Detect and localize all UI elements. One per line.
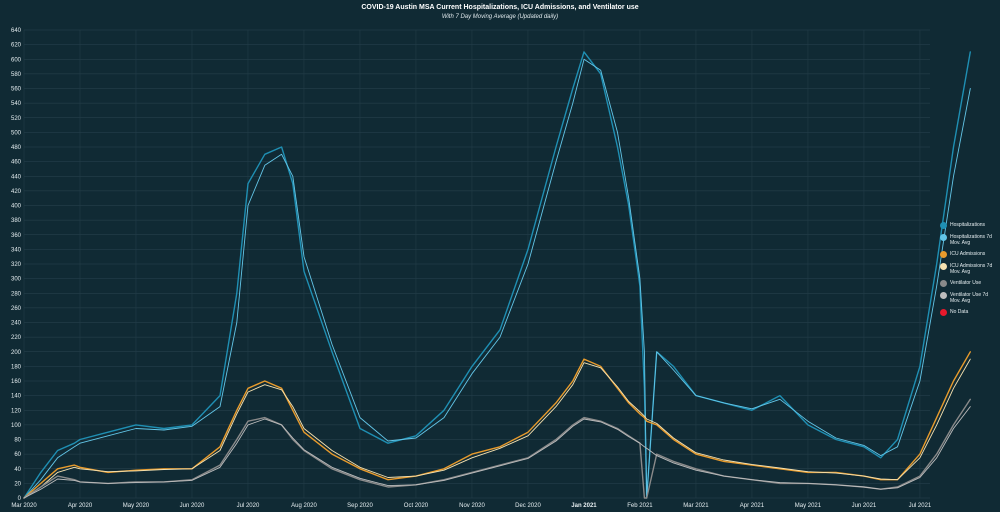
- y-tick-label: 360: [11, 233, 22, 239]
- x-tick-label: Jun 2021: [852, 503, 877, 509]
- legend-swatch: [940, 263, 947, 270]
- x-tick-label: Apr 2021: [740, 503, 765, 509]
- y-tick-label: 40: [14, 467, 21, 473]
- y-tick-label: 160: [11, 379, 22, 385]
- legend-swatch: [940, 292, 947, 299]
- y-tick-label: 240: [11, 321, 22, 327]
- legend-item[interactable]: ICU Admissions 7d Mov. Avg: [940, 263, 998, 275]
- y-tick-label: 60: [14, 452, 21, 458]
- legend-item[interactable]: ICU Admissions: [940, 251, 998, 258]
- x-tick-label: Nov 2020: [459, 503, 485, 509]
- y-tick-label: 140: [11, 394, 22, 400]
- chart-subtitle: With 7 Day Moving Average (Updated daily…: [441, 14, 559, 20]
- y-tick-label: 520: [11, 116, 22, 122]
- legend-label: ICU Admissions 7d Mov. Avg: [950, 263, 993, 275]
- x-tick-label: Oct 2020: [404, 503, 429, 509]
- y-tick-label: 20: [14, 481, 21, 487]
- legend-label: Ventilator Use 7d Mov. Avg: [950, 292, 989, 304]
- legend-label: No Data: [950, 309, 969, 315]
- y-tick-label: 320: [11, 262, 22, 268]
- series-line-icu-admissions-7d-mov-avg: [23, 358, 971, 499]
- legend-swatch: [940, 234, 947, 241]
- legend: Hospitalizations Hospitalizations 7d Mov.…: [940, 222, 998, 321]
- y-tick-label: 380: [11, 218, 22, 224]
- x-tick-label: Jan 2021: [571, 503, 597, 509]
- legend-swatch: [940, 309, 947, 316]
- y-tick-label: 100: [11, 423, 22, 429]
- x-tick-label: Jun 2020: [180, 503, 205, 509]
- legend-item[interactable]: Ventilator Use: [940, 280, 998, 287]
- x-tick-label: Sep 2020: [347, 503, 373, 509]
- y-tick-label: 560: [11, 87, 22, 93]
- x-tick-label: Mar 2021: [683, 503, 709, 509]
- legend-swatch: [940, 251, 947, 258]
- x-tick-label: May 2020: [123, 503, 150, 509]
- legend-item[interactable]: Hospitalizations 7d Mov. Avg: [940, 234, 998, 246]
- series-line-ventilator-use-7d-mov-avg: [23, 406, 971, 499]
- legend-label: Ventilator Use: [950, 280, 982, 286]
- legend-item[interactable]: Hospitalizations: [940, 222, 998, 229]
- y-tick-label: 260: [11, 306, 22, 312]
- legend-item[interactable]: Ventilator Use 7d Mov. Avg: [940, 292, 998, 304]
- legend-swatch: [940, 222, 947, 229]
- y-tick-label: 580: [11, 72, 22, 78]
- y-tick-label: 440: [11, 174, 22, 180]
- y-tick-label: 300: [11, 277, 22, 283]
- series-line-hospitalizations-7d-mov-avg: [23, 58, 971, 499]
- series-line-hospitalizations: [23, 51, 971, 499]
- y-tick-label: 220: [11, 335, 22, 341]
- y-tick-label: 120: [11, 408, 22, 414]
- legend-item[interactable]: No Data: [940, 309, 998, 316]
- y-tick-label: 480: [11, 145, 22, 151]
- x-tick-label: Apr 2020: [68, 503, 93, 509]
- y-tick-label: 620: [11, 43, 22, 49]
- y-tick-label: 200: [11, 350, 22, 356]
- legend-label: ICU Admissions: [950, 251, 986, 257]
- y-tick-label: 420: [11, 189, 22, 195]
- x-tick-label: May 2021: [795, 503, 822, 509]
- grid: [23, 29, 930, 499]
- chart-title: COVID-19 Austin MSA Current Hospitalizat…: [361, 4, 639, 11]
- y-tick-label: 0: [18, 496, 22, 502]
- y-tick-label: 180: [11, 364, 22, 370]
- y-tick-label: 640: [11, 28, 22, 34]
- y-tick-label: 340: [11, 247, 22, 253]
- legend-label: Hospitalizations 7d Mov. Avg: [950, 234, 992, 246]
- x-tick-label: Aug 2020: [291, 503, 317, 509]
- y-tick-label: 400: [11, 204, 22, 210]
- y-tick-label: 500: [11, 130, 22, 136]
- legend-label: Hospitalizations: [950, 222, 986, 228]
- x-tick-label: Mar 2020: [11, 503, 37, 509]
- x-tick-label: Jul 2021: [909, 503, 932, 509]
- x-tick-label: Feb 2021: [627, 503, 653, 509]
- y-tick-label: 280: [11, 291, 22, 297]
- x-tick-label: Jul 2020: [237, 503, 260, 509]
- y-tick-label: 600: [11, 57, 22, 63]
- series-lines: [23, 51, 971, 499]
- y-tick-label: 460: [11, 160, 22, 166]
- legend-swatch: [940, 280, 947, 287]
- x-tick-label: Dec 2020: [515, 503, 541, 509]
- y-tick-label: 80: [14, 438, 21, 444]
- axes: 0 20 40 60 80 100 120 140 160 180 200 220 240 260 280 3…: [11, 28, 932, 509]
- y-tick-label: 540: [11, 101, 22, 107]
